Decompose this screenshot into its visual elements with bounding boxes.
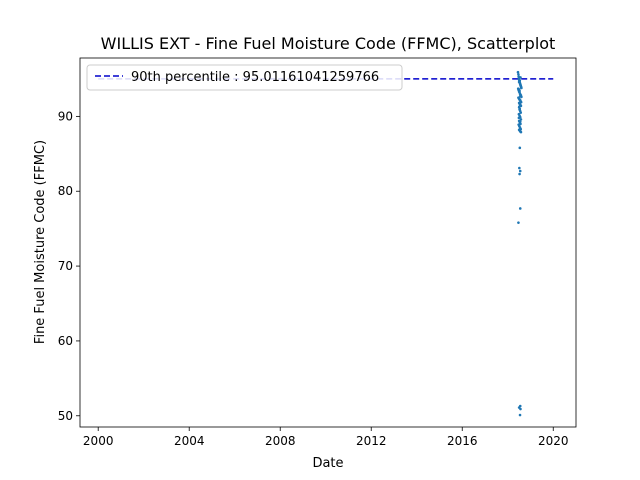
x-tick-label: 2020 xyxy=(538,434,569,448)
data-point xyxy=(518,89,521,93)
data-point xyxy=(518,98,522,102)
data-point xyxy=(519,407,522,411)
data-points xyxy=(516,70,523,417)
data-point xyxy=(518,108,521,111)
plot-frame xyxy=(79,57,577,428)
x-axis-label: Date xyxy=(312,456,343,471)
data-point xyxy=(518,105,521,108)
y-tick-label: 50 xyxy=(58,409,73,423)
plot-area xyxy=(80,58,576,427)
data-point xyxy=(517,80,521,84)
y-axis-label: Fine Fuel Moisture Code (FFMC) xyxy=(33,140,48,344)
data-point xyxy=(518,146,522,150)
data-point xyxy=(518,120,522,123)
y-tick-label: 90 xyxy=(58,109,73,123)
data-point xyxy=(518,169,522,173)
data-point xyxy=(519,118,523,121)
chart-title: WILLIS EXT - Fine Fuel Moisture Code (FF… xyxy=(101,34,556,53)
x-tick-label: 2012 xyxy=(356,434,387,448)
data-point xyxy=(517,221,520,224)
x-tick-label: 2000 xyxy=(83,434,114,448)
data-point xyxy=(518,207,522,210)
data-point xyxy=(516,70,520,74)
y-tick-label: 60 xyxy=(58,334,73,348)
x-axis-ticks: 2000 2004 2008 2012 2016 2020 xyxy=(83,427,569,448)
y-axis-ticks: 50 60 70 80 90 xyxy=(58,109,80,423)
y-tick-label: 80 xyxy=(58,184,73,198)
data-point xyxy=(517,73,520,76)
data-point xyxy=(518,166,521,170)
legend: 90th percentile : 95.01161041259766 xyxy=(86,64,403,91)
data-point xyxy=(518,172,521,176)
data-point xyxy=(517,116,521,120)
x-tick-label: 2004 xyxy=(174,434,205,448)
legend-label: 90th percentile : 95.01161041259766 xyxy=(131,70,379,85)
data-point xyxy=(519,130,523,134)
data-point xyxy=(518,413,522,417)
y-tick-label: 70 xyxy=(58,259,73,273)
data-point xyxy=(520,86,523,90)
x-tick-label: 2008 xyxy=(265,434,296,448)
data-point xyxy=(518,94,522,98)
legend-box xyxy=(86,64,403,91)
data-point xyxy=(519,76,522,79)
x-tick-label: 2016 xyxy=(447,434,478,448)
data-point xyxy=(519,111,523,114)
